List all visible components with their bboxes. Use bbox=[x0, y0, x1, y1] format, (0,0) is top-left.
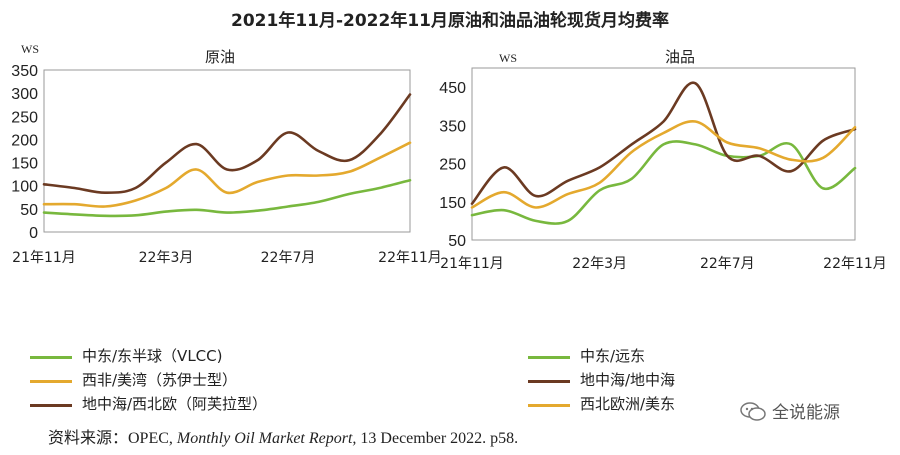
brand-name: 全说能源 bbox=[772, 403, 840, 423]
x-tick-label: 21年11月 bbox=[12, 250, 76, 266]
series-line-0-1 bbox=[42, 141, 412, 208]
legend-label: 西非/美湾（苏伊士型） bbox=[82, 371, 238, 389]
y-tick-label: 200 bbox=[11, 132, 38, 149]
y-tick-label: 450 bbox=[439, 80, 466, 97]
y-tick-label: 100 bbox=[11, 179, 38, 196]
y-tick-label: 350 bbox=[439, 118, 466, 135]
legend-swatch bbox=[528, 356, 570, 359]
legend-swatch bbox=[528, 380, 570, 383]
legend-swatch bbox=[30, 356, 72, 359]
legend-right: 中东/远东地中海/地中海 西北欧洲/美东 bbox=[528, 346, 828, 416]
panel-subtitle-0: 原油 bbox=[205, 48, 235, 66]
source-suffix: 13 December 2022. p58. bbox=[356, 430, 519, 447]
x-tick-label: 22年11月 bbox=[823, 256, 887, 272]
legend-label: 地中海/西北欧（阿芙拉型） bbox=[82, 395, 268, 413]
y-tick-label: 350 bbox=[11, 63, 38, 80]
unit-label-0: WS bbox=[21, 42, 39, 56]
y-tick-label: 250 bbox=[11, 109, 38, 126]
series-line-1-2 bbox=[470, 120, 857, 209]
source-note: 资料来源：OPEC, Monthly Oil Market Report, 13… bbox=[48, 424, 518, 448]
x-tick-label: 22年7月 bbox=[261, 250, 316, 266]
legend-label: 西北欧洲/美东 bbox=[580, 395, 676, 413]
unit-label-1: WS bbox=[499, 51, 517, 65]
series-line-1-0 bbox=[470, 140, 857, 225]
series-line-1-1 bbox=[470, 81, 857, 205]
x-tick-label: 21年11月 bbox=[440, 256, 504, 272]
legend-label: 地中海/地中海 bbox=[580, 371, 676, 389]
plot-frame-1 bbox=[471, 67, 856, 241]
x-tick-label: 22年7月 bbox=[700, 256, 755, 272]
y-tick-label: 300 bbox=[11, 86, 38, 103]
legend-label: 中东/远东 bbox=[580, 347, 646, 365]
series-line-0-0 bbox=[42, 178, 412, 218]
x-tick-label: 22年11月 bbox=[378, 250, 442, 266]
y-tick-label: 50 bbox=[448, 233, 466, 250]
chart-title: 2021年11月-2022年11月原油和油品油轮现货月均费率 bbox=[231, 11, 669, 31]
x-tick-label: 22年3月 bbox=[139, 250, 194, 266]
plot-frame-0 bbox=[43, 69, 411, 233]
legend-swatch bbox=[30, 404, 72, 407]
legend-label: 中东/东半球（VLCC) bbox=[82, 347, 223, 365]
wechat-icon bbox=[740, 402, 766, 421]
source-prefix: 资料来源：OPEC, bbox=[48, 430, 177, 447]
y-tick-label: 150 bbox=[11, 156, 38, 173]
source-report-title: Monthly Oil Market Report, bbox=[176, 430, 357, 447]
legend-left: 中东/东半球（VLCC) 西非/美湾（苏伊士型） 地中海/西北欧（阿芙拉型） bbox=[30, 346, 410, 416]
series-line-0-2 bbox=[42, 93, 412, 195]
y-tick-label: 250 bbox=[439, 157, 466, 174]
legend-swatch bbox=[30, 380, 72, 383]
x-tick-label: 22年3月 bbox=[572, 256, 627, 272]
y-tick-label: 50 bbox=[20, 202, 38, 219]
brand-watermark: 全说能源 bbox=[740, 398, 840, 423]
panel-subtitle-1: 油品 bbox=[665, 48, 695, 66]
legend-swatch bbox=[528, 404, 570, 407]
y-tick-label: 150 bbox=[439, 195, 466, 212]
y-tick-label: 0 bbox=[29, 225, 38, 242]
